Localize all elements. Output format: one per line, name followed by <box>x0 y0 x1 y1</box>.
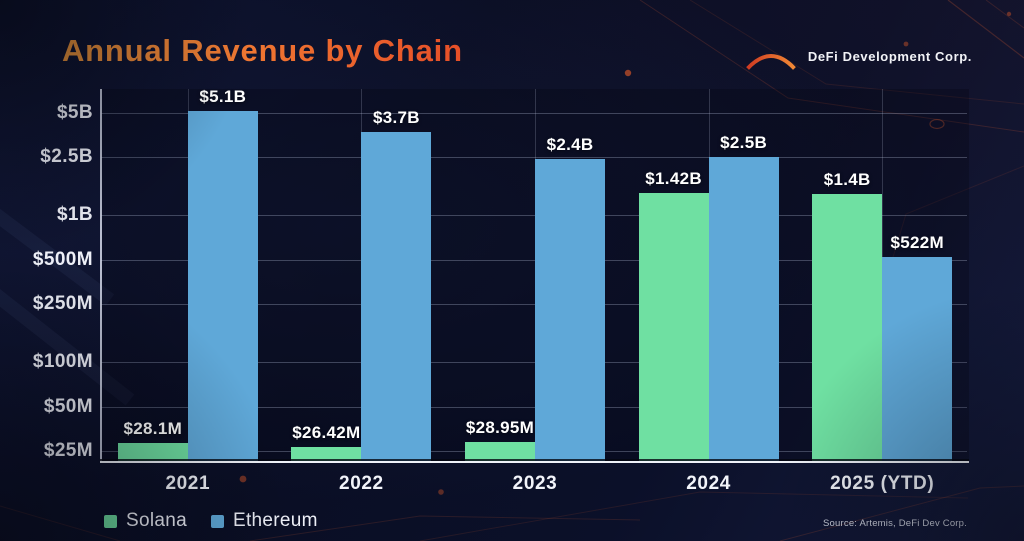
bar-ethereum-2023 <box>535 159 605 462</box>
legend-item-solana: Solana <box>104 510 187 532</box>
x-tick-label: 2022 <box>339 473 384 494</box>
y-axis-line <box>100 89 102 463</box>
bar-ethereum-2021 <box>187 111 258 462</box>
bar-value-label: $3.7B <box>372 107 420 127</box>
x-tick-label: 2021 <box>165 473 211 494</box>
bar-value-label: $28.1M <box>123 419 183 439</box>
x-axis-line <box>100 461 969 463</box>
brand: DeFi Development Corp. <box>745 40 972 72</box>
y-gridline <box>101 259 967 261</box>
bar-value-label: $2.4B <box>546 135 594 155</box>
x-tick-label: 2025 (YTD) <box>830 473 935 494</box>
bar-value-label: $2.5B <box>720 132 768 152</box>
bar-solana-2023 <box>465 441 535 462</box>
y-tick-label: $2.5B <box>40 145 93 167</box>
bar-solana-2024 <box>638 192 709 462</box>
bar-ethereum-2025-ytd- <box>882 256 953 462</box>
legend-label: Ethereum <box>232 510 318 531</box>
y-tick-label: $5B <box>56 101 93 123</box>
y-tick-label: $100M <box>32 351 93 373</box>
bar-solana-2025-ytd- <box>812 193 883 462</box>
bar-value-label: $1.42B <box>645 168 702 188</box>
legend-item-ethereum: Ethereum <box>210 510 318 532</box>
bar-value-label: $522M <box>890 232 944 252</box>
x-tick-label: 2024 <box>686 473 731 494</box>
y-gridline <box>101 215 967 217</box>
legend-label: Solana <box>126 510 187 531</box>
bar-value-label: $26.42M <box>292 423 361 443</box>
y-tick-label: $50M <box>43 395 93 417</box>
y-gridline <box>101 406 967 408</box>
page-title: Annual Revenue by Chain <box>62 33 463 68</box>
brand-name: DeFi Development Corp. <box>807 48 972 64</box>
y-tick-label: $1B <box>56 204 93 226</box>
y-gridline <box>101 156 967 158</box>
bar-ethereum-2024 <box>708 156 779 462</box>
y-gridline <box>101 112 967 114</box>
bar-value-label: $1.4B <box>823 169 871 189</box>
source-note: Source: Artemis, DeFi Dev Corp. <box>823 518 967 529</box>
y-gridline <box>101 362 967 364</box>
y-gridline <box>101 303 967 305</box>
bar-value-label: $28.95M <box>465 417 535 437</box>
bar-value-label: $5.1B <box>199 87 247 107</box>
y-tick-label: $25M <box>43 439 93 461</box>
bridge-logo-icon <box>745 47 796 70</box>
bar-solana-2021 <box>117 443 188 462</box>
legend-swatch-ethereum <box>210 514 224 528</box>
bar-ethereum-2022 <box>361 131 432 462</box>
chart-legend: Solana Ethereum <box>104 510 318 532</box>
legend-swatch-solana <box>104 514 117 528</box>
y-tick-label: $250M <box>32 292 93 314</box>
x-tick-label: 2023 <box>512 473 558 494</box>
bar-solana-2022 <box>291 447 362 462</box>
y-tick-label: $500M <box>32 248 93 270</box>
